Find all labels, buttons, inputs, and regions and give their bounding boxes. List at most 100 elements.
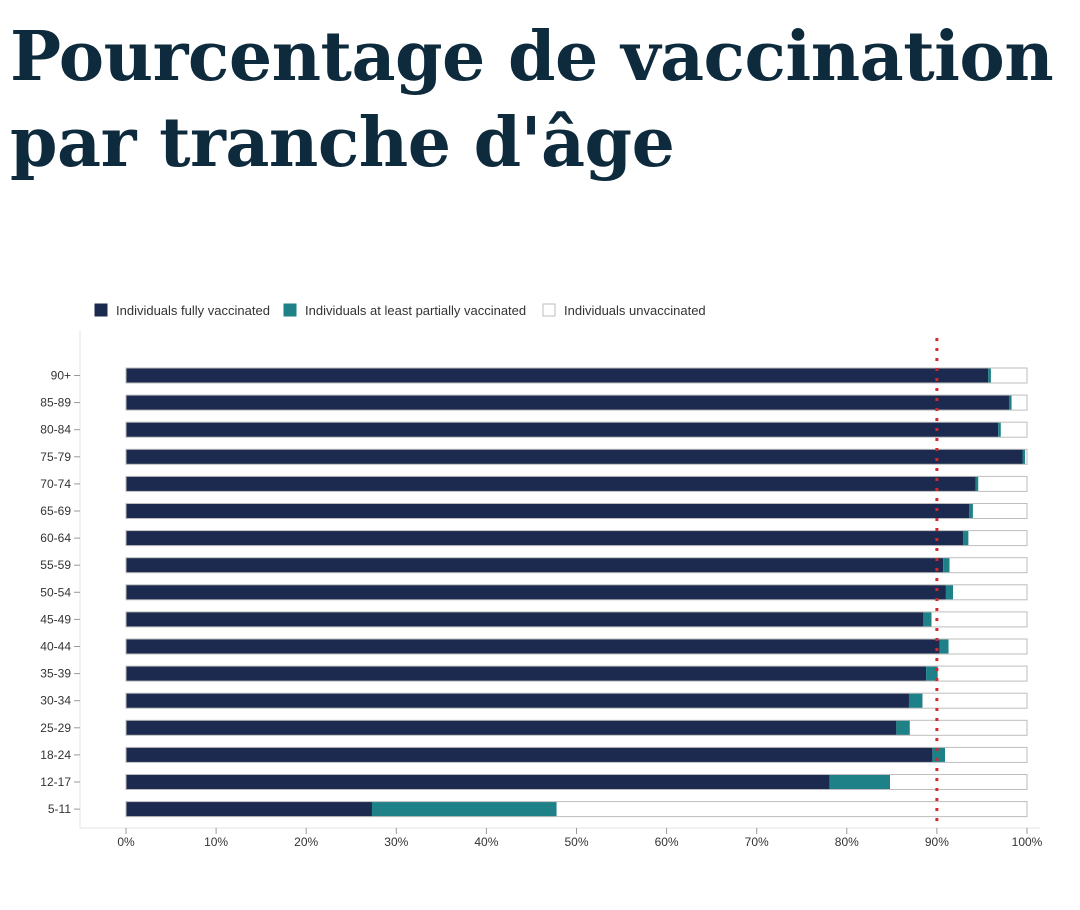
bar-fully-35-39 (126, 666, 927, 682)
y-tick-label-60-64: 60-64 (40, 531, 71, 545)
bar-outline-90+ (125, 367, 1028, 384)
bar-fully-40-44 (126, 639, 940, 654)
bar-outline-60-64 (125, 530, 1028, 547)
bar-unvaccinated-80-84 (1000, 422, 1027, 438)
bar-outline-50-54 (125, 584, 1028, 601)
bar-outline-75-79 (125, 448, 1028, 465)
bar-outline-70-74 (125, 475, 1028, 492)
bar-unvaccinated-60-64 (968, 530, 1027, 546)
y-tick-label-5-11: 5-11 (48, 802, 71, 816)
bar-group-12-17 (125, 774, 1028, 790)
y-tick-label-45-49: 45-49 (40, 612, 71, 626)
bar-group-35-39 (125, 665, 1028, 682)
y-tick-label-85-89: 85-89 (40, 396, 71, 410)
bar-unvaccinated-12-17 (890, 774, 1027, 790)
bar-group-90+ (125, 367, 1028, 384)
bar-outline-40-44 (125, 638, 1028, 655)
bar-group-65-69 (125, 503, 1028, 519)
bar-partial-5-11 (371, 801, 557, 817)
legend-label-2: Individuals at least partially vaccinate… (305, 303, 526, 318)
y-tick-label-50-54: 50-54 (40, 585, 71, 599)
bar-unvaccinated-30-34 (922, 693, 1027, 709)
bar-outline-12-17 (125, 774, 1028, 790)
bar-partial-40-44 (939, 639, 949, 654)
bar-unvaccinated-5-11 (556, 801, 1027, 817)
bar-unvaccinated-65-69 (972, 503, 1027, 519)
bar-unvaccinated-50-54 (953, 584, 1027, 600)
bar-group-30-34 (125, 692, 1028, 709)
bar-group-80-84 (125, 421, 1028, 438)
x-tick-label-8: 80% (835, 835, 859, 849)
bar-outline-25-29 (125, 719, 1028, 736)
bar-unvaccinated-75-79 (1025, 449, 1027, 465)
bar-fully-90+ (126, 368, 989, 383)
y-tick-label-25-29: 25-29 (40, 721, 71, 735)
bar-group-70-74 (125, 475, 1028, 492)
bar-outline-45-49 (125, 611, 1028, 628)
bar-group-75-79 (125, 448, 1028, 465)
chart-legend: Individuals fully vaccinated Individuals … (94, 303, 706, 318)
bar-fully-85-89 (126, 395, 1009, 411)
bar-partial-85-89 (1008, 395, 1012, 411)
bar-partial-60-64 (963, 530, 969, 546)
y-tick-label-80-84: 80-84 (40, 423, 71, 437)
bar-unvaccinated-40-44 (948, 639, 1027, 654)
bar-group-55-59 (125, 557, 1028, 574)
x-tick-label-5: 50% (564, 835, 588, 849)
bar-outline-18-24 (125, 746, 1028, 763)
bar-outline-30-34 (125, 692, 1028, 709)
y-tick-label-65-69: 65-69 (40, 504, 71, 518)
bar-unvaccinated-55-59 (949, 557, 1027, 573)
y-tick-label-70-74: 70-74 (40, 477, 71, 491)
bar-unvaccinated-25-29 (909, 720, 1027, 736)
bar-partial-75-79 (1022, 449, 1026, 465)
bar-groups (125, 367, 1028, 818)
bar-group-18-24 (125, 746, 1028, 763)
bar-partial-90+ (988, 368, 991, 383)
bar-partial-12-17 (829, 774, 891, 790)
bar-partial-45-49 (923, 611, 932, 627)
bar-group-60-64 (125, 530, 1028, 547)
bar-group-85-89 (125, 394, 1028, 411)
bar-outline-85-89 (125, 394, 1028, 411)
bar-partial-30-34 (908, 693, 923, 709)
y-tick-label-18-24: 18-24 (40, 748, 71, 762)
bar-fully-30-34 (126, 693, 909, 709)
bar-group-5-11 (125, 801, 1028, 818)
x-tick-label-6: 60% (655, 835, 679, 849)
bar-group-50-54 (125, 584, 1028, 601)
bar-unvaccinated-85-89 (1011, 395, 1027, 411)
page-title: Pourcentage de vaccination par tranche d… (10, 17, 1054, 183)
bar-fully-25-29 (126, 720, 897, 736)
bar-partial-55-59 (943, 557, 950, 573)
x-axis-ticks: 0% 10% 20% 30% 40% 50% 60% 70% 80% 90% 100% (117, 828, 1043, 849)
y-axis-ticks: 90+ 85-89 80-84 75-79 70-74 65-69 60-64 55-59 50… (40, 369, 80, 816)
bar-unvaccinated-18-24 (945, 747, 1027, 763)
x-tick-label-0: 0% (117, 835, 135, 849)
bar-unvaccinated-70-74 (978, 476, 1027, 492)
y-tick-label-75-79: 75-79 (40, 450, 71, 464)
bar-fully-70-74 (126, 476, 976, 492)
bar-unvaccinated-90+ (990, 368, 1027, 383)
bar-partial-18-24 (932, 747, 946, 763)
x-tick-label-3: 30% (384, 835, 408, 849)
bar-outline-5-11 (125, 801, 1028, 818)
legend-swatch-1 (94, 303, 108, 317)
bar-fully-75-79 (126, 449, 1023, 465)
bar-group-40-44 (125, 638, 1028, 655)
bar-unvaccinated-35-39 (937, 666, 1027, 682)
bar-partial-70-74 (975, 476, 979, 492)
x-tick-label-4: 40% (474, 835, 498, 849)
bar-fully-55-59 (126, 557, 944, 573)
bar-fully-65-69 (126, 503, 970, 519)
y-tick-label-55-59: 55-59 (40, 558, 71, 572)
y-tick-label-90+: 90+ (51, 369, 71, 383)
x-tick-label-2: 20% (294, 835, 318, 849)
bar-unvaccinated-45-49 (931, 611, 1027, 627)
y-tick-label-40-44: 40-44 (40, 640, 71, 654)
bar-outline-65-69 (125, 503, 1028, 519)
bar-partial-25-29 (896, 720, 910, 736)
x-tick-label-7: 70% (745, 835, 769, 849)
bar-fully-18-24 (126, 747, 933, 763)
